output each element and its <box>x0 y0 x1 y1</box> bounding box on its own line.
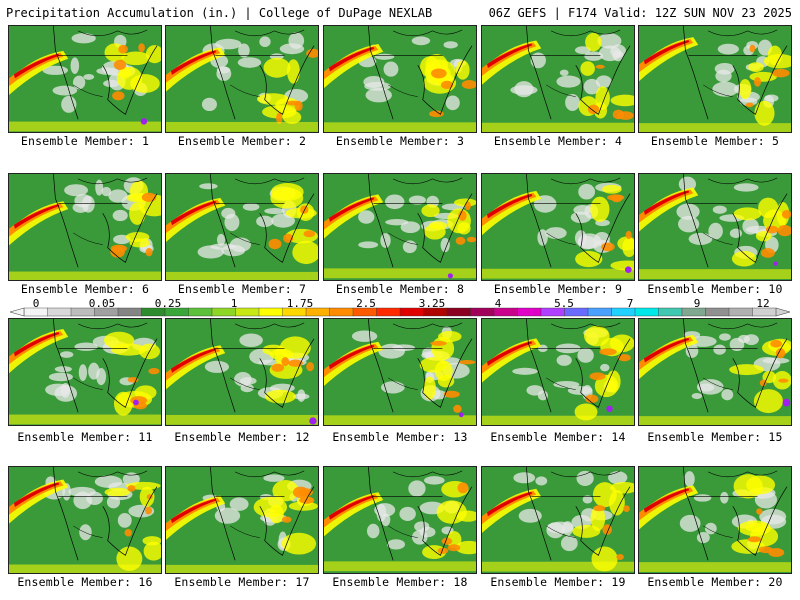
colorbar-swatch <box>329 307 354 317</box>
precip-map <box>9 174 161 280</box>
ensemble-member-map-3 <box>323 25 477 133</box>
colorbar-tick-label: 0 <box>32 297 40 310</box>
ensemble-member-label: Ensemble Member: 18 <box>332 575 468 589</box>
ensemble-member-label: Ensemble Member: 7 <box>177 282 307 296</box>
precip-map <box>482 467 634 573</box>
ensemble-member-map-12 <box>165 318 319 426</box>
ensemble-member-map-7 <box>165 173 319 281</box>
precip-map <box>482 26 634 132</box>
colorbar-tick-label: 0.05 <box>88 297 116 310</box>
run-valid-info: 06Z GEFS | F174 Valid: 12Z SUN NOV 23 20… <box>488 6 792 20</box>
colorbar-tick-label: 2.5 <box>356 297 376 310</box>
colorbar-min-arrow <box>10 307 25 317</box>
ensemble-member-map-1 <box>8 25 162 133</box>
ensemble-member-label: Ensemble Member: 15 <box>647 430 783 444</box>
colorbar-swatch <box>446 307 471 317</box>
ensemble-member-map-9 <box>481 173 635 281</box>
ensemble-member-label: Ensemble Member: 5 <box>650 134 780 148</box>
colorbar-swatch <box>587 307 612 317</box>
colorbar-swatch <box>235 307 260 317</box>
ensemble-member-map-2 <box>165 25 319 133</box>
precip-map <box>166 174 318 280</box>
colorbar-tick-label: 1 <box>230 297 238 310</box>
colorbar-swatch <box>47 307 72 317</box>
ensemble-member-label: Ensemble Member: 16 <box>17 575 153 589</box>
ensemble-member-map-15 <box>638 318 792 426</box>
ensemble-member-map-19 <box>481 466 635 574</box>
ensemble-member-map-11 <box>8 318 162 426</box>
colorbar-tick-label: 7 <box>626 297 634 310</box>
ensemble-member-label: Ensemble Member: 8 <box>335 282 465 296</box>
precip-map <box>639 174 791 280</box>
colorbar-tick-label: 9 <box>693 297 701 310</box>
precip-map <box>482 174 634 280</box>
colorbar-tick-label: 4 <box>494 297 502 310</box>
ensemble-member-label: Ensemble Member: 1 <box>20 134 150 148</box>
colorbar-swatch <box>117 307 142 317</box>
colorbar-swatch <box>634 307 659 317</box>
ensemble-member-label: Ensemble Member: 10 <box>647 282 783 296</box>
ensemble-member-label: Ensemble Member: 11 <box>17 430 153 444</box>
product-title: Precipitation Accumulation (in.) | Colle… <box>6 6 433 20</box>
colorbar-swatch <box>517 307 542 317</box>
ensemble-member-map-8 <box>323 173 477 281</box>
colorbar-tick-label: 5.5 <box>554 297 574 310</box>
ensemble-member-label: Ensemble Member: 6 <box>20 282 150 296</box>
ensemble-member-map-5 <box>638 25 792 133</box>
colorbar-swatch <box>376 307 401 317</box>
ensemble-member-label: Ensemble Member: 4 <box>493 134 623 148</box>
ensemble-member-map-16 <box>8 466 162 574</box>
ensemble-member-label: Ensemble Member: 19 <box>490 575 626 589</box>
precip-map <box>324 26 476 132</box>
colorbar-swatch <box>470 307 495 317</box>
precip-map <box>639 467 791 573</box>
colorbar-tick-label: 1.75 <box>286 297 314 310</box>
ensemble-member-map-4 <box>481 25 635 133</box>
colorbar-swatch <box>658 307 683 317</box>
colorbar-swatch <box>728 307 753 317</box>
precip-map <box>166 467 318 573</box>
ensemble-member-label: Ensemble Member: 3 <box>335 134 465 148</box>
ensemble-member-map-20 <box>638 466 792 574</box>
precip-map <box>482 319 634 425</box>
ensemble-member-map-14 <box>481 318 635 426</box>
ensemble-member-label: Ensemble Member: 13 <box>332 430 468 444</box>
colorbar-swatch <box>258 307 283 317</box>
colorbar-swatch <box>188 307 213 317</box>
ensemble-member-map-6 <box>8 173 162 281</box>
colorbar-max-arrow <box>775 307 790 317</box>
ensemble-member-map-17 <box>165 466 319 574</box>
precip-map <box>324 174 476 280</box>
ensemble-member-label: Ensemble Member: 2 <box>177 134 307 148</box>
colorbar-tick-label: 0.25 <box>154 297 182 310</box>
ensemble-member-label: Ensemble Member: 20 <box>647 575 783 589</box>
precip-map <box>9 319 161 425</box>
precip-map <box>166 26 318 132</box>
ensemble-member-label: Ensemble Member: 9 <box>493 282 623 296</box>
ensemble-member-map-10 <box>638 173 792 281</box>
ensemble-member-label: Ensemble Member: 17 <box>174 575 310 589</box>
ensemble-member-map-13 <box>323 318 477 426</box>
ensemble-member-label: Ensemble Member: 14 <box>490 430 626 444</box>
precip-map <box>9 26 161 132</box>
colorbar-tick-label: 12 <box>756 297 770 310</box>
precip-map <box>324 319 476 425</box>
precip-map <box>9 467 161 573</box>
precip-map <box>166 319 318 425</box>
precip-map <box>639 319 791 425</box>
precip-map <box>324 467 476 573</box>
ensemble-member-label: Ensemble Member: 12 <box>174 430 310 444</box>
colorbar-swatch <box>705 307 730 317</box>
precip-map <box>639 26 791 132</box>
precip-colorbar <box>10 307 790 317</box>
colorbar-tick-label: 3.25 <box>418 297 446 310</box>
ensemble-member-map-18 <box>323 466 477 574</box>
